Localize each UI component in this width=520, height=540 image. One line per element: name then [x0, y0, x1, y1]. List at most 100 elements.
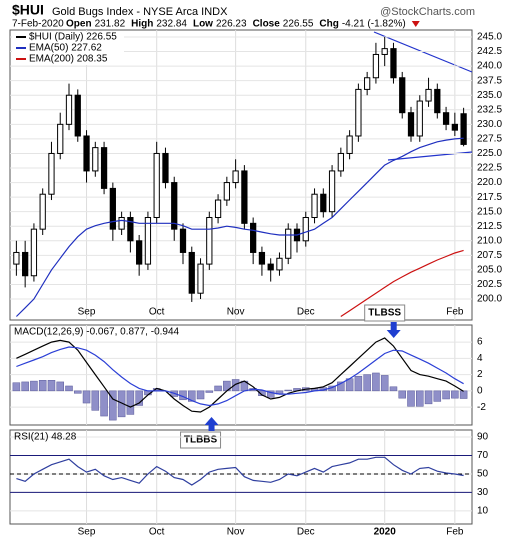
- quote-label: Chg: [319, 19, 338, 30]
- candle-body: [364, 77, 371, 90]
- quote-value: -4.21 (-1.82%): [342, 19, 406, 30]
- annotation-arrow: [204, 417, 219, 431]
- y-tick-label: 242.5: [477, 46, 502, 57]
- candle-body: [232, 170, 239, 184]
- histogram-bar: [231, 379, 240, 392]
- y-tick-label: 217.5: [477, 192, 502, 203]
- histogram-bar: [30, 380, 38, 392]
- histogram-bar: [389, 386, 398, 392]
- candle-body: [320, 193, 327, 213]
- x-tick-label: Dec: [297, 527, 315, 538]
- candle-body: [179, 228, 187, 253]
- candle-body: [100, 147, 108, 189]
- x-tick-label: Sep: [78, 527, 96, 538]
- candle-body: [267, 263, 274, 271]
- candle-body: [57, 123, 64, 154]
- source: @StockCharts.com: [380, 6, 475, 18]
- histogram-bar: [74, 390, 82, 394]
- candle-body: [311, 193, 318, 219]
- x-tick-label: Sep: [78, 307, 96, 318]
- price-frame: [9, 29, 473, 321]
- series-line: [340, 249, 464, 318]
- quote-value: 232.84: [156, 19, 187, 30]
- x-tick-label: Oct: [149, 527, 165, 538]
- symbol: $HUI: [12, 2, 44, 18]
- candle-body: [39, 193, 46, 230]
- quote-value: 231.82: [95, 19, 126, 30]
- quote-label: Open: [66, 19, 92, 30]
- x-tick-label: Nov: [227, 307, 245, 318]
- candle-body: [399, 77, 406, 114]
- histogram-bar: [47, 380, 56, 392]
- candle-body: [153, 152, 160, 219]
- y-tick-label: 205.0: [477, 265, 502, 276]
- candle-body: [188, 251, 195, 294]
- candle-body: [197, 263, 204, 294]
- histogram-bar: [214, 385, 222, 392]
- legend-label: $HUI (Daily) 226.55: [29, 32, 117, 43]
- candle-body: [258, 251, 266, 265]
- candle-body: [302, 217, 309, 242]
- candle-body: [355, 88, 362, 137]
- y-tick-label: 207.5: [477, 250, 502, 261]
- histogram-bar: [21, 381, 29, 392]
- y-tick-label: 222.5: [477, 163, 502, 174]
- candle-body: [144, 217, 152, 265]
- histogram-bar: [337, 381, 345, 392]
- y-tick-label: 202.5: [477, 279, 502, 290]
- candle-body: [162, 152, 169, 184]
- candle-body: [206, 217, 213, 265]
- candle-body: [22, 251, 29, 277]
- x-tick-label: 2020: [374, 527, 397, 538]
- candle-body: [223, 182, 230, 201]
- legend-label: EMA(200) 208.35: [29, 54, 108, 65]
- candle-body: [407, 112, 415, 137]
- candle-body: [285, 228, 292, 259]
- candle-body: [328, 170, 336, 213]
- quote-value: 226.23: [216, 19, 247, 30]
- histogram-bar: [188, 390, 196, 402]
- legend-label: EMA(50) 227.62: [29, 43, 102, 54]
- histogram-bar: [416, 390, 424, 407]
- histogram-bar: [372, 372, 380, 392]
- index-name: Gold Bugs Index - NYSE Arca INDX: [52, 6, 228, 18]
- quote-label: Low: [193, 19, 213, 30]
- down-triangle: [411, 21, 420, 27]
- candle-body: [109, 187, 116, 230]
- candle-body: [127, 217, 134, 242]
- histogram-bar: [451, 390, 459, 399]
- candle-body: [250, 222, 257, 253]
- date: 7-Feb-2020: [12, 19, 64, 30]
- histogram-bar: [407, 390, 415, 407]
- candle-body: [241, 170, 248, 224]
- annotation: TLBSS: [368, 308, 401, 319]
- histogram-bar: [91, 390, 100, 411]
- y-tick-label: 90: [477, 432, 489, 443]
- candle-body: [65, 94, 73, 125]
- candle-body: [460, 113, 467, 145]
- quote-label: High: [131, 19, 153, 30]
- histogram-bar: [196, 390, 205, 400]
- annotation-box: [364, 304, 406, 322]
- histogram-bar: [135, 390, 143, 406]
- histogram-bar: [38, 380, 47, 392]
- y-tick-label: -2: [477, 402, 486, 413]
- candle-body: [337, 152, 344, 172]
- y-tick-label: 210.0: [477, 235, 502, 246]
- candle-body: [276, 257, 283, 271]
- y-tick-label: 227.5: [477, 134, 502, 145]
- y-tick-label: 245.0: [477, 32, 502, 43]
- y-tick-label: 2: [477, 369, 483, 380]
- x-tick-label: Feb: [446, 307, 464, 318]
- candle-body: [13, 251, 20, 265]
- candle-body: [48, 152, 55, 195]
- y-tick-label: 235.0: [477, 90, 502, 101]
- legend-bg: [12, 32, 124, 43]
- histogram-bar: [433, 390, 442, 402]
- histogram-bar: [109, 390, 117, 421]
- series-line: [15, 137, 464, 317]
- y-tick-label: 50: [477, 469, 489, 480]
- candle-body: [118, 217, 125, 230]
